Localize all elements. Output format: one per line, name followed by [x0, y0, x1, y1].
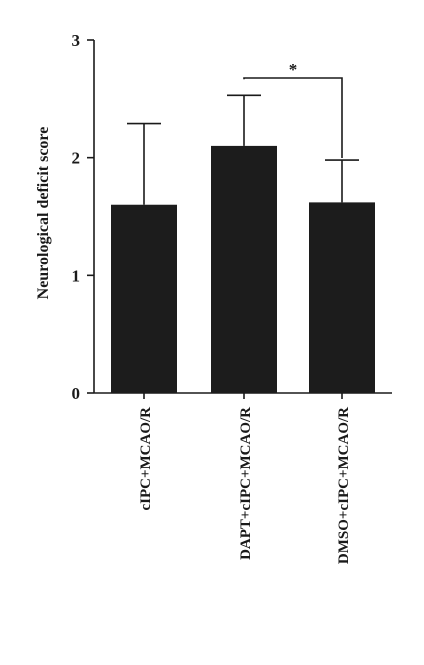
- significance-bracket: [243, 77, 343, 159]
- y-tick-label: 1: [72, 266, 81, 285]
- x-tick-label: DAPT+cIPC+MCAO/R: [238, 407, 254, 560]
- bar: [111, 204, 177, 393]
- y-tick-label: 3: [72, 31, 81, 50]
- y-tick-label: 2: [72, 149, 81, 168]
- significance-label: *: [289, 60, 298, 79]
- x-tick-label: cIPC+MCAO/R: [138, 407, 154, 511]
- bar: [211, 145, 277, 393]
- y-axis-label: Neurological deficit score: [35, 127, 52, 300]
- y-tick-label: 0: [72, 384, 81, 403]
- annotations: *: [243, 60, 343, 159]
- bars: [111, 145, 375, 393]
- bar: [309, 202, 375, 393]
- error-bars: [127, 94, 359, 205]
- axes: 0 1 2 3 cIPC+MCAO/R DAPT+cIPC+MCAO/R DMSO+cIPC…: [72, 31, 392, 564]
- x-tick-label: DMSO+cIPC+MCAO/R: [336, 407, 352, 564]
